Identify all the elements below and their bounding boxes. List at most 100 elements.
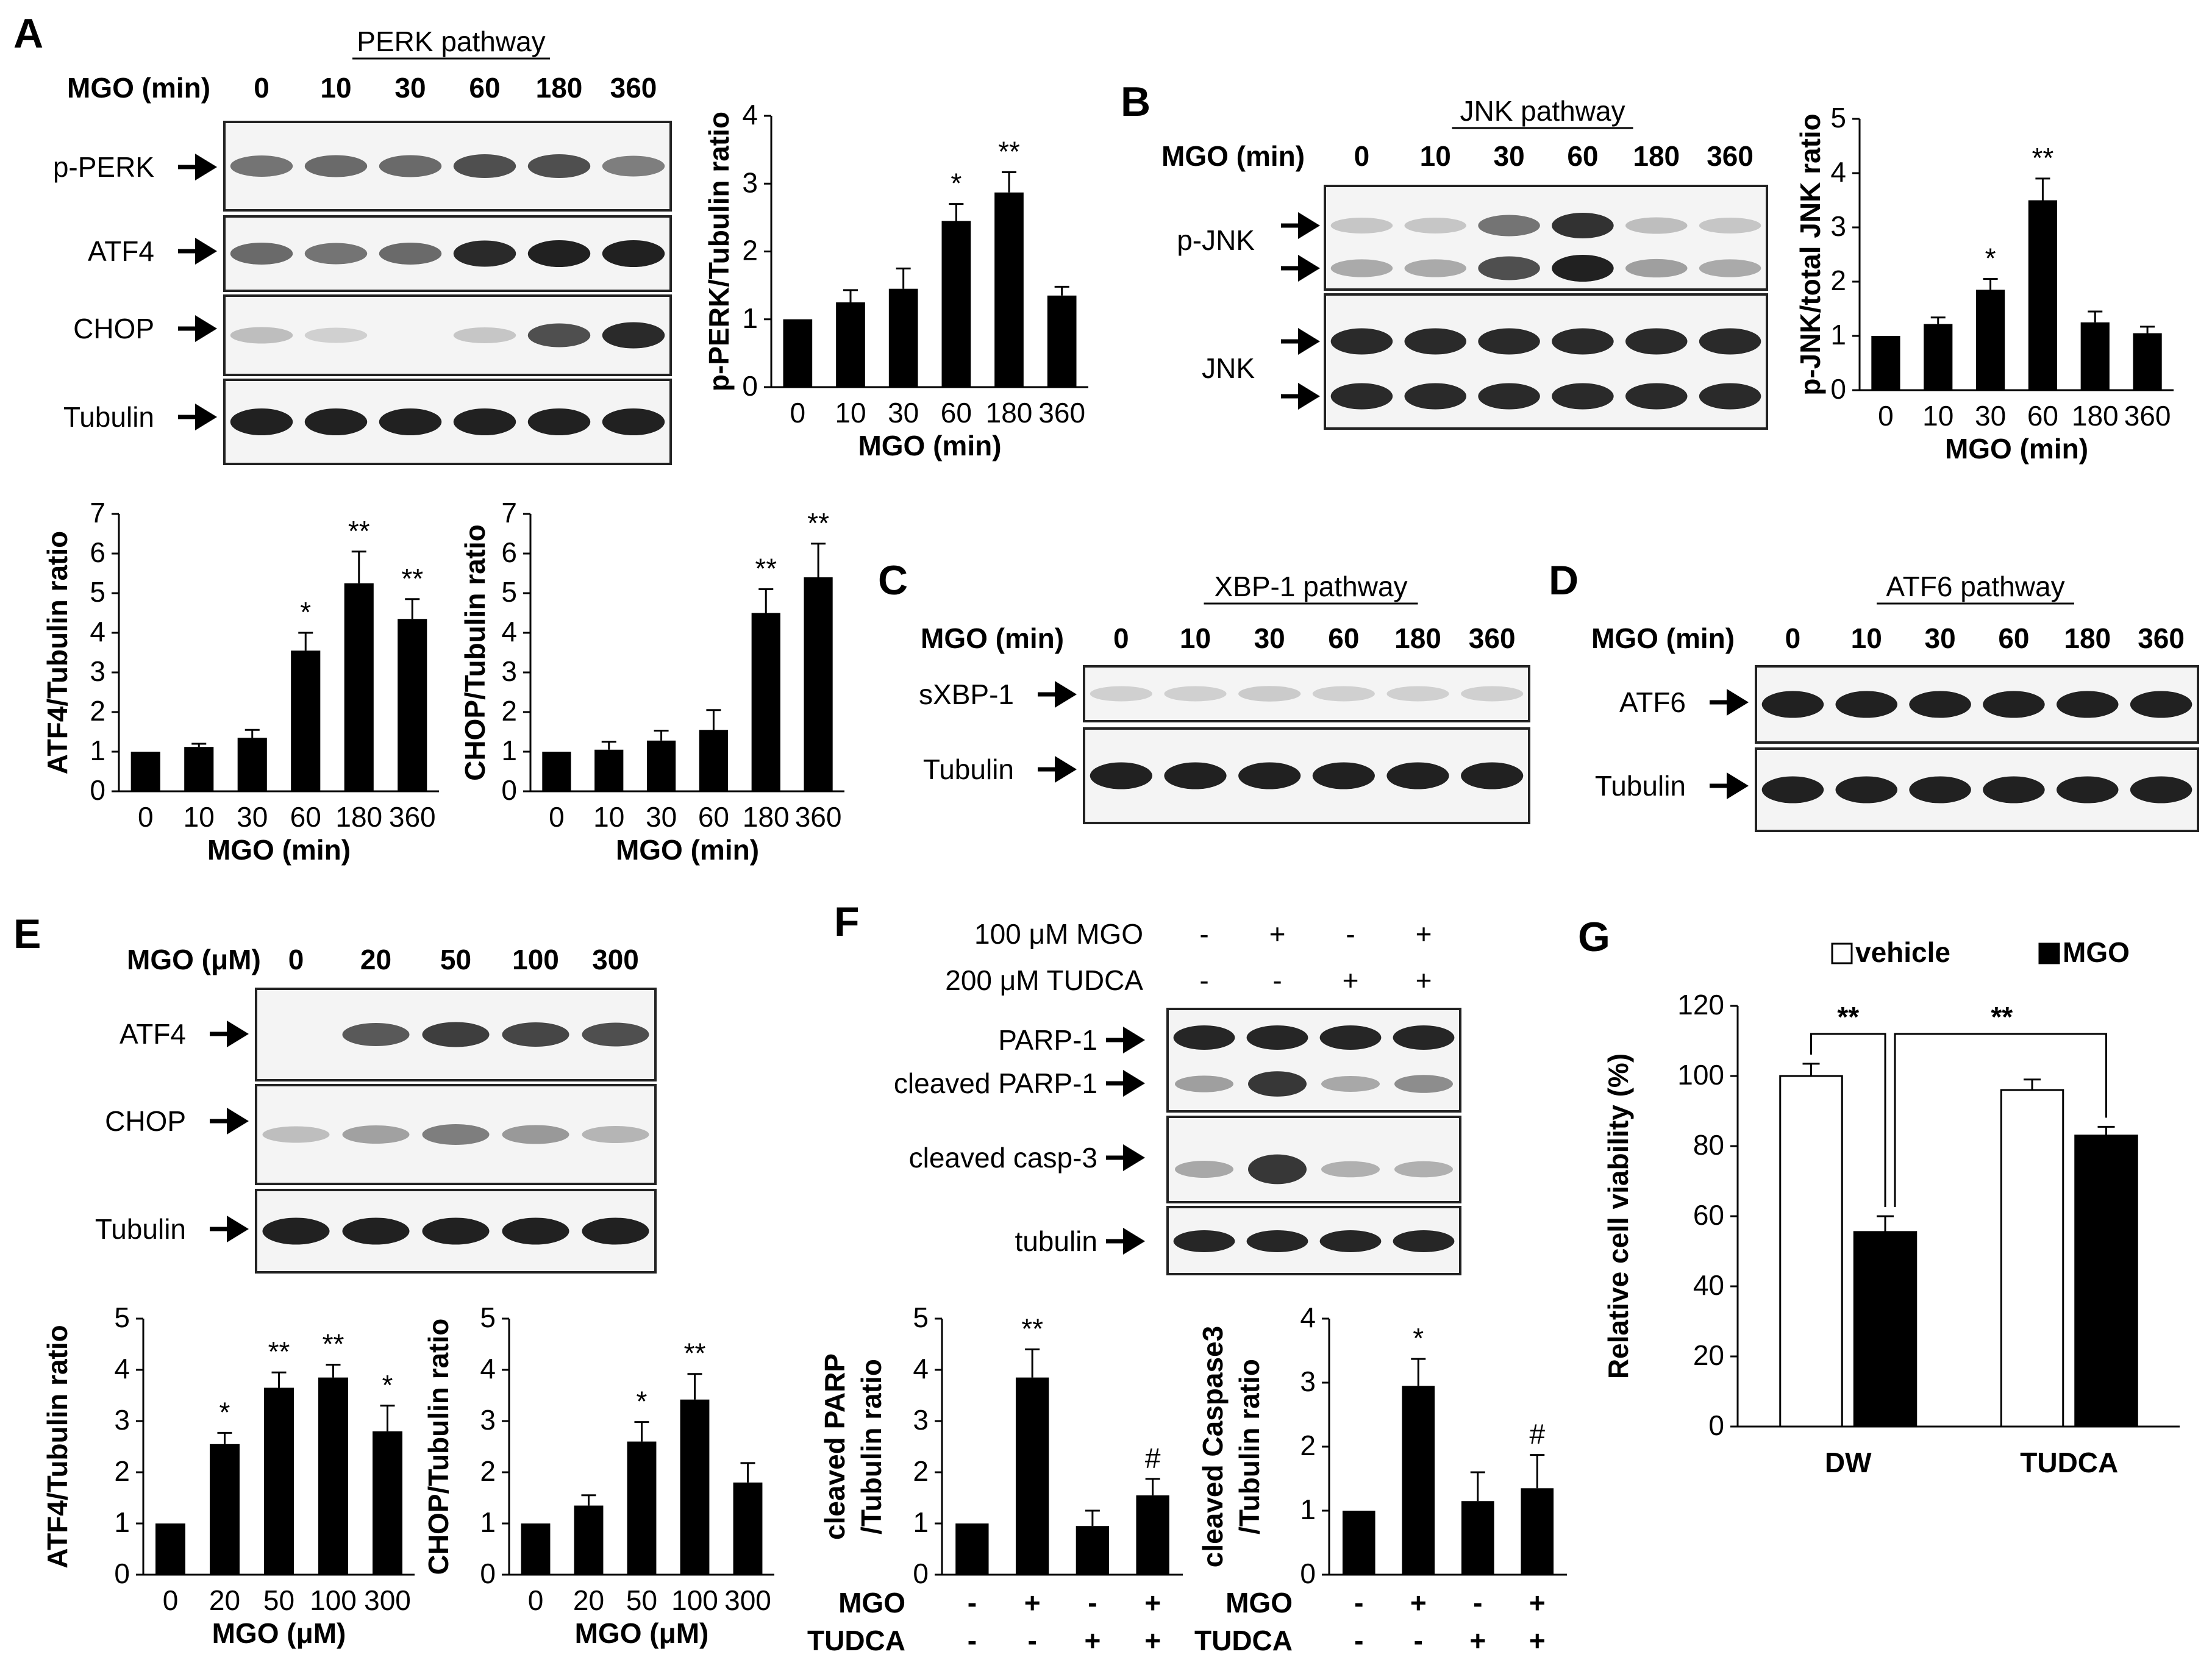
condition-sign: + bbox=[1144, 1587, 1161, 1619]
condition-row-label: MGO bbox=[1226, 1587, 1293, 1619]
x-tick-label: 10 bbox=[184, 801, 215, 833]
bar bbox=[955, 1523, 989, 1575]
significance-mark: # bbox=[1145, 1442, 1161, 1474]
blot-row-label: ATF6 bbox=[1619, 686, 1686, 718]
condition-sign: + bbox=[1144, 1625, 1161, 1656]
condition-sign: + bbox=[1416, 964, 1432, 996]
blot-arrow-head bbox=[195, 154, 217, 180]
chart-ATF4_min: 0 1 2 3 4 5 6 7 ATF4/Tubulin ratio 0 10 30 * 60 ** 180 *… bbox=[41, 497, 439, 866]
x-tick-label: 180 bbox=[335, 801, 382, 833]
band bbox=[1312, 686, 1375, 702]
y-tick-label: 4 bbox=[480, 1353, 496, 1384]
band bbox=[453, 408, 516, 435]
band bbox=[453, 154, 516, 178]
condition-sign: + bbox=[1410, 1587, 1427, 1619]
band bbox=[1625, 258, 1688, 278]
y-tick-label: 2 bbox=[90, 695, 105, 727]
x-tick-label: 100 bbox=[671, 1584, 718, 1616]
condition-sign: - bbox=[1272, 964, 1282, 996]
band bbox=[1552, 213, 1614, 238]
band bbox=[2130, 691, 2192, 718]
lane-label: 50 bbox=[440, 944, 471, 975]
band bbox=[1164, 762, 1227, 789]
band bbox=[453, 327, 516, 343]
legend-swatch-vehicle bbox=[1831, 942, 1853, 964]
significance-mark: * bbox=[951, 168, 962, 199]
y-tick-label: 2 bbox=[114, 1455, 130, 1487]
band bbox=[1404, 259, 1466, 277]
condition-sign: + bbox=[1529, 1625, 1546, 1656]
x-tick-label: 60 bbox=[290, 801, 321, 833]
band bbox=[1699, 259, 1761, 277]
y-tick-label: 7 bbox=[90, 497, 105, 529]
blot-arrow-head bbox=[1727, 772, 1749, 799]
condition-sign: - bbox=[1199, 964, 1208, 996]
condition-sign: - bbox=[1414, 1625, 1423, 1656]
band bbox=[527, 323, 591, 347]
band bbox=[1478, 383, 1540, 410]
x-axis-title: MGO (min) bbox=[616, 834, 759, 866]
condition-label: 200 μM TUDCA bbox=[945, 964, 1143, 996]
bar bbox=[680, 1399, 710, 1575]
band bbox=[602, 155, 665, 177]
lane-label: 30 bbox=[1924, 622, 1955, 654]
blot-arrow-head bbox=[1298, 383, 1320, 410]
y-tick-label: 4 bbox=[742, 99, 758, 130]
chart-cPARP: 0 1 2 3 4 5 cleaved PARP/Tubulin ratio ** # MGO - +… bbox=[807, 1302, 1183, 1656]
significance-mark: ** bbox=[1837, 1001, 1859, 1033]
panel-label-a: A bbox=[13, 10, 43, 57]
band bbox=[602, 408, 665, 435]
bar bbox=[1871, 336, 1900, 390]
bar bbox=[733, 1482, 763, 1575]
bar bbox=[291, 650, 321, 791]
blot-arrow-head bbox=[1123, 1027, 1145, 1053]
lane-label: 30 bbox=[1254, 622, 1285, 654]
band bbox=[1238, 762, 1301, 789]
bar-vehicle bbox=[2000, 1089, 2064, 1428]
condition-sign: - bbox=[1354, 1625, 1363, 1656]
band bbox=[1478, 215, 1540, 237]
x-tick-label: 10 bbox=[1922, 400, 1953, 432]
x-tick-label: 0 bbox=[138, 801, 154, 833]
blot-arrow-head bbox=[195, 238, 217, 265]
blot-panel-e: MGO (μM) 0 20 50 100 300 ATF4 CHOP Tubulin bbox=[95, 944, 657, 1274]
condition-sign: + bbox=[1024, 1587, 1041, 1619]
blot-row-label: Tubulin bbox=[923, 754, 1014, 785]
bar bbox=[318, 1377, 348, 1575]
y-tick-label: 4 bbox=[501, 616, 517, 647]
y-tick-label: 3 bbox=[501, 655, 517, 687]
lane-label: 0 bbox=[1113, 622, 1129, 654]
y-axis-title: CHOP/Tubulin ratio bbox=[459, 524, 491, 781]
bar-vehicle bbox=[1779, 1075, 1843, 1428]
band bbox=[1404, 383, 1466, 410]
band bbox=[379, 243, 442, 265]
y-tick-label: 0 bbox=[1300, 1558, 1316, 1589]
chart-CHOP_uM: 0 1 2 3 4 5 CHOP/Tubulin ratio 0 20 * 50 ** 100 300 MG… bbox=[423, 1302, 774, 1649]
band bbox=[1321, 1076, 1380, 1092]
blot-arrow-head bbox=[1123, 1228, 1145, 1255]
bar bbox=[1521, 1488, 1554, 1575]
x-tick-label: 20 bbox=[573, 1584, 604, 1616]
y-tick-label: 0 bbox=[1830, 373, 1846, 405]
blot-arrow-head bbox=[227, 1108, 249, 1135]
x-tick-label: 30 bbox=[237, 801, 268, 833]
band bbox=[1319, 1025, 1382, 1050]
bar bbox=[1461, 1501, 1494, 1575]
condition-sign: + bbox=[1343, 964, 1359, 996]
condition-sign: - bbox=[968, 1625, 977, 1656]
blot-arrow-head bbox=[1123, 1144, 1145, 1171]
bar bbox=[542, 752, 571, 791]
pathway-title: ATF6 pathway bbox=[1886, 571, 2064, 602]
y-tick-label: 5 bbox=[480, 1302, 496, 1333]
y-tick-label: 1 bbox=[1300, 1494, 1316, 1525]
band bbox=[582, 1126, 649, 1143]
bar bbox=[1924, 324, 1953, 390]
band bbox=[1625, 328, 1688, 355]
y-tick-label: 0 bbox=[114, 1558, 130, 1589]
x-tick-label: 180 bbox=[743, 801, 790, 833]
x-tick-label: 0 bbox=[163, 1584, 179, 1616]
significance-mark: ** bbox=[268, 1336, 290, 1367]
blot-strip bbox=[223, 121, 672, 212]
